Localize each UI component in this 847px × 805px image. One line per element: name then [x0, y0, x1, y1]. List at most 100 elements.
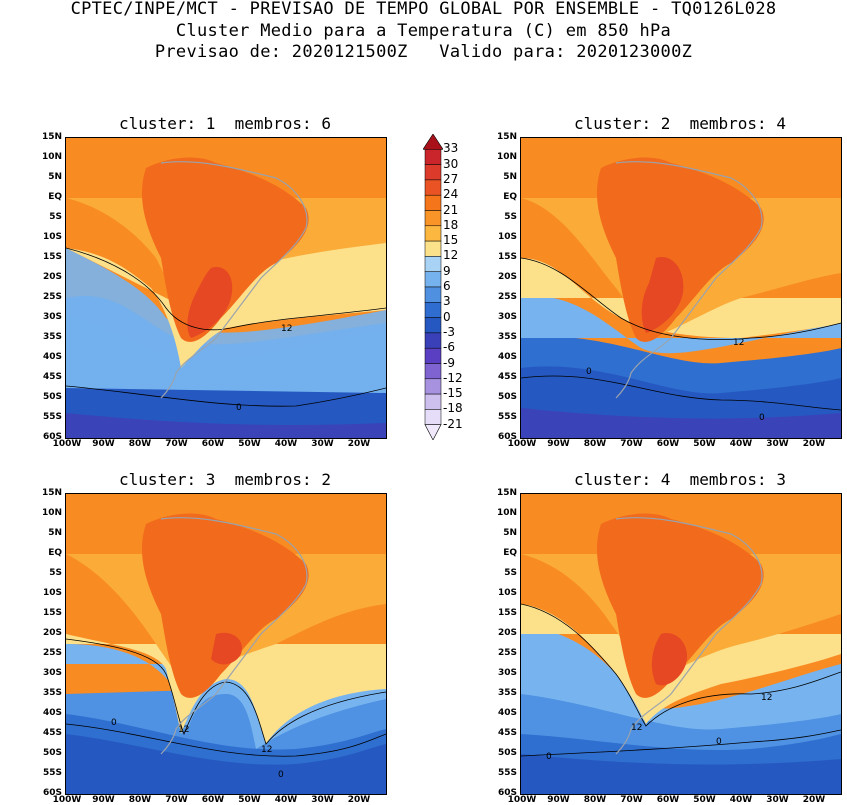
lat-label: 35S	[42, 332, 62, 342]
lon-label: 70W	[165, 795, 188, 805]
lon-label: 50W	[693, 439, 716, 449]
colorbar-swatch	[424, 240, 442, 257]
colorbar-label: -15	[443, 386, 463, 401]
colorbar-swatch	[424, 302, 442, 318]
colorbar-swatch	[424, 210, 442, 227]
lat-label: 35S	[497, 688, 517, 698]
lat-label: 15N	[41, 488, 62, 498]
lon-label: 50W	[238, 795, 261, 805]
lat-label: 15S	[497, 608, 517, 618]
panel-3-map: 0 12 12 0	[65, 493, 387, 795]
colorbar-swatch	[424, 317, 442, 334]
colorbar-swatch	[424, 347, 442, 364]
lat-label: 60S	[42, 788, 62, 798]
lon-label: 100W	[52, 795, 82, 805]
lat-label: 40S	[42, 708, 62, 718]
lat-label: 50S	[497, 392, 517, 402]
lat-label: 40S	[42, 352, 62, 362]
lat-label: 60S	[42, 432, 62, 442]
panel-3-contour-label-2: 12	[178, 725, 189, 735]
colorbar-label: 18	[443, 217, 459, 232]
lat-label: 5S	[504, 568, 517, 578]
lon-label: 100W	[507, 795, 537, 805]
lat-label: 10S	[497, 588, 517, 598]
lat-label: 25S	[42, 292, 62, 302]
colorbar-swatch	[424, 332, 442, 349]
colorbar-swatch	[424, 225, 442, 242]
lat-label: 5S	[49, 568, 62, 578]
lon-label: 30W	[311, 795, 334, 805]
colorbar-swatch	[424, 378, 442, 395]
lat-label: 20S	[497, 272, 517, 282]
lat-label: 15S	[42, 252, 62, 262]
colorbar-label: 15	[443, 233, 459, 248]
lon-label: 70W	[165, 439, 188, 449]
lon-label: 60W	[656, 439, 680, 449]
lon-label: 90W	[92, 439, 115, 449]
panel-3-contour-label-1: 0	[111, 718, 117, 728]
colorbar-label: -21	[443, 416, 463, 431]
colorbar-label: 27	[443, 171, 459, 186]
colorbar-label: 30	[443, 156, 459, 171]
lat-label: 55S	[42, 768, 62, 778]
lat-label: 30S	[497, 668, 517, 678]
lat-label: 20S	[42, 272, 62, 282]
colorbar-label: 33	[443, 141, 459, 156]
panel-3-title: cluster: 3 membros: 2	[119, 470, 331, 489]
colorbar-label: 6	[443, 279, 451, 293]
lat-label: 10N	[496, 152, 517, 162]
lat-label: 5N	[503, 528, 517, 538]
lat-label: 45S	[42, 728, 62, 738]
colorbar-swatch	[424, 393, 442, 410]
lat-label: 25S	[42, 648, 62, 658]
lat-label: 15S	[497, 252, 517, 262]
lat-label: 5N	[48, 528, 62, 538]
lat-label: 45S	[497, 728, 517, 738]
lon-label: 30W	[766, 795, 789, 805]
panel-1-map: 12 0	[65, 137, 387, 439]
lon-label: 90W	[547, 439, 570, 449]
lon-label: 90W	[547, 795, 570, 805]
lat-label: 55S	[42, 412, 62, 422]
lon-label: 100W	[52, 439, 82, 449]
lon-label: 20W	[347, 795, 371, 805]
lat-label: 10S	[42, 588, 62, 598]
panel-4-contour-label-2: 12	[631, 723, 642, 733]
colorbar-label: 21	[443, 202, 459, 217]
lon-label: 70W	[620, 439, 643, 449]
colorbar-top-arrow	[422, 133, 444, 150]
lon-label: 80W	[583, 439, 607, 449]
colorbar-swatch	[424, 363, 442, 380]
panel-2-title: cluster: 2 membros: 4	[574, 114, 786, 133]
lon-label: 80W	[128, 439, 152, 449]
title-line-2: Cluster Medio para a Temperatura (C) em …	[175, 21, 672, 41]
lat-label: 45S	[42, 372, 62, 382]
lon-label: 60W	[656, 795, 680, 805]
lon-label: 20W	[802, 439, 826, 449]
lat-label: 30S	[42, 668, 62, 678]
lat-label: 10N	[41, 508, 62, 518]
colorbar-swatch	[424, 286, 442, 303]
lon-label: 70W	[620, 795, 643, 805]
lat-label: 45S	[497, 372, 517, 382]
colorbar-swatch	[424, 164, 442, 181]
panel-2-field: 12 0 0	[521, 138, 841, 438]
lon-label: 80W	[583, 795, 607, 805]
lat-label: 30S	[42, 312, 62, 322]
lon-label: 40W	[729, 439, 753, 449]
colorbar-swatch	[424, 271, 442, 288]
lat-label: EQ	[503, 548, 517, 558]
panel-3-field: 0 12 12 0	[66, 494, 386, 794]
lat-label: 25S	[497, 292, 517, 302]
lon-label: 30W	[766, 439, 789, 449]
lat-label: 35S	[497, 332, 517, 342]
panel-2-contour-label-3: 0	[759, 413, 765, 423]
colorbar-swatch	[424, 179, 442, 196]
panel-4-contour-label-4: 0	[546, 752, 552, 762]
lon-label: 20W	[347, 439, 371, 449]
lat-label: 15S	[42, 608, 62, 618]
lat-label: 50S	[497, 748, 517, 758]
lat-label: EQ	[503, 192, 517, 202]
colorbar-label: 12	[443, 248, 459, 263]
panel-4-title: cluster: 4 membros: 3	[574, 470, 786, 489]
